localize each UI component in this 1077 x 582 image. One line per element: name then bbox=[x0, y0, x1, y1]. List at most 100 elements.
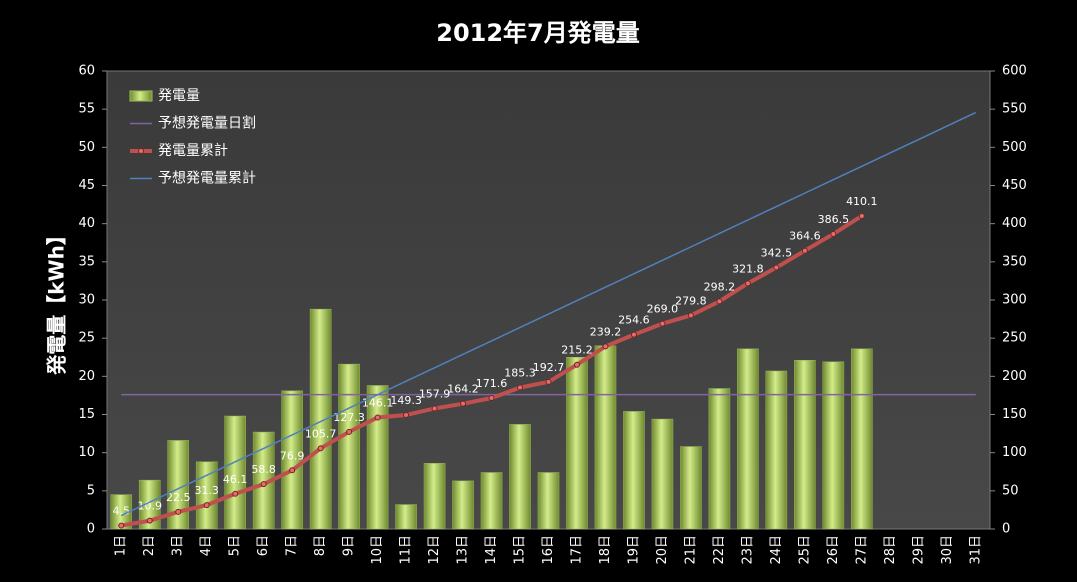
y-tick-label: 40 bbox=[78, 216, 95, 231]
point-marker bbox=[602, 343, 609, 350]
data-label: 22.5 bbox=[166, 491, 191, 504]
point-marker bbox=[289, 467, 296, 474]
x-tick-label: 5日 bbox=[228, 535, 243, 556]
y2-tick-label: 350 bbox=[1002, 254, 1027, 269]
data-label: 46.1 bbox=[223, 473, 248, 486]
point-marker bbox=[858, 212, 865, 219]
point-marker bbox=[317, 445, 324, 452]
y2-tick-label: 450 bbox=[1002, 178, 1027, 193]
bar bbox=[110, 494, 133, 530]
x-tick-label: 10日 bbox=[370, 535, 385, 565]
x-tick-label: 20日 bbox=[655, 535, 670, 565]
point-marker bbox=[118, 522, 125, 529]
bar bbox=[138, 479, 161, 530]
bar bbox=[822, 361, 845, 530]
point-marker bbox=[573, 361, 580, 368]
bar bbox=[794, 360, 816, 530]
y-tick-label: 55 bbox=[78, 102, 95, 117]
y-axis-label: 発電量【kWh】 bbox=[45, 225, 69, 376]
data-label: 321.8 bbox=[732, 262, 764, 275]
data-label: 76.9 bbox=[280, 449, 305, 462]
data-label: 215.2 bbox=[561, 344, 593, 357]
x-tick-label: 29日 bbox=[911, 535, 926, 565]
point-marker bbox=[460, 400, 467, 407]
point-marker bbox=[830, 230, 837, 237]
x-tick-label: 11日 bbox=[399, 535, 414, 565]
bar bbox=[423, 463, 446, 530]
x-tick-label: 14日 bbox=[484, 535, 499, 565]
x-tick-label: 19日 bbox=[626, 535, 641, 565]
y-tick-label: 20 bbox=[78, 369, 95, 384]
bar bbox=[480, 472, 503, 530]
y2-tick-label: 250 bbox=[1002, 331, 1027, 346]
x-tick-label: 25日 bbox=[797, 535, 812, 565]
x-tick-label: 15日 bbox=[513, 535, 528, 565]
x-tick-label: 4日 bbox=[199, 535, 214, 556]
x-tick-label: 30日 bbox=[940, 535, 955, 565]
bar bbox=[309, 308, 332, 530]
data-label: 269.0 bbox=[647, 303, 679, 316]
bar bbox=[224, 415, 246, 530]
data-label: 10.9 bbox=[137, 500, 162, 513]
bar bbox=[765, 370, 788, 530]
legend-marker bbox=[138, 148, 144, 154]
x-tick-label: 12日 bbox=[427, 535, 442, 565]
x-tick-label: 1日 bbox=[114, 535, 129, 556]
bar bbox=[195, 461, 218, 530]
x-tick-label: 2日 bbox=[142, 535, 157, 556]
x-tick-label: 24日 bbox=[769, 535, 784, 565]
x-tick-label: 28日 bbox=[883, 535, 898, 565]
legend-label: 予想発電量日割 bbox=[158, 115, 256, 132]
data-label: 171.6 bbox=[476, 377, 508, 390]
legend-label: 予想発電量累計 bbox=[158, 171, 256, 187]
point-marker bbox=[716, 298, 723, 305]
x-tick-label: 23日 bbox=[740, 535, 755, 565]
y2-tick-label: 0 bbox=[1002, 522, 1010, 537]
y-tick-label: 10 bbox=[78, 445, 95, 460]
bar bbox=[680, 446, 702, 530]
bar bbox=[566, 357, 588, 530]
point-marker bbox=[744, 280, 751, 287]
x-tick-label: 27日 bbox=[854, 535, 869, 565]
bar bbox=[851, 348, 873, 530]
bar bbox=[651, 418, 674, 530]
point-marker bbox=[374, 414, 381, 421]
legend-label: 発電量 bbox=[158, 88, 200, 104]
bar bbox=[623, 411, 645, 530]
data-label: 185.3 bbox=[504, 367, 536, 380]
point-marker bbox=[687, 312, 694, 319]
y-tick-label: 35 bbox=[78, 254, 95, 269]
y2-tick-label: 100 bbox=[1002, 445, 1027, 460]
data-label: 298.2 bbox=[704, 280, 736, 293]
x-tick-label: 8日 bbox=[313, 535, 328, 556]
bar bbox=[509, 424, 531, 530]
point-marker bbox=[517, 384, 524, 391]
data-label: 146.1 bbox=[362, 396, 394, 409]
chart-title: 2012年7月発電量 bbox=[436, 19, 640, 47]
point-marker bbox=[659, 320, 666, 327]
data-label: 105.7 bbox=[305, 427, 337, 440]
y-tick-label: 0 bbox=[87, 522, 95, 537]
x-tick-label: 13日 bbox=[456, 535, 471, 565]
x-tick-label: 22日 bbox=[712, 535, 727, 565]
data-label: 239.2 bbox=[590, 325, 622, 338]
data-label: 149.3 bbox=[390, 394, 422, 407]
data-label: 386.5 bbox=[818, 213, 850, 226]
point-marker bbox=[488, 395, 495, 402]
data-label: 342.5 bbox=[761, 247, 793, 260]
data-label: 410.1 bbox=[846, 195, 878, 208]
y2-tick-label: 200 bbox=[1002, 369, 1027, 384]
point-marker bbox=[773, 264, 780, 271]
y2-tick-label: 50 bbox=[1002, 483, 1019, 498]
bar bbox=[708, 388, 731, 530]
x-tick-label: 17日 bbox=[569, 535, 584, 565]
x-tick-label: 6日 bbox=[256, 535, 271, 556]
x-tick-label: 26日 bbox=[826, 535, 841, 565]
data-label: 279.8 bbox=[675, 294, 707, 307]
y-tick-label: 50 bbox=[78, 140, 95, 155]
point-marker bbox=[146, 517, 153, 524]
point-marker bbox=[630, 331, 637, 338]
bar bbox=[167, 440, 189, 530]
point-marker bbox=[346, 428, 353, 435]
